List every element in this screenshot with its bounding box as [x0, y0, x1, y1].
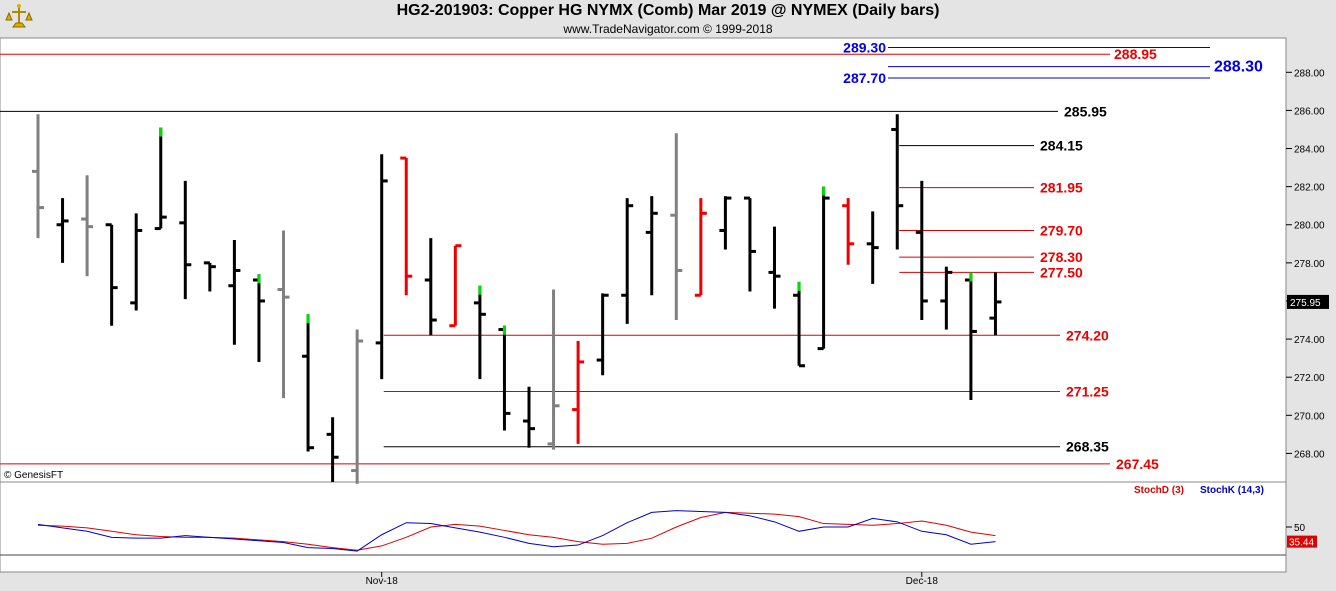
ohlc-bar	[56, 198, 69, 263]
ohlc-bar	[302, 314, 315, 452]
y-tick-label: 280.00	[1294, 221, 1325, 232]
y-tick-label: 272.00	[1294, 373, 1325, 384]
ohlc-bar	[81, 175, 94, 277]
ohlc-bar	[743, 196, 756, 292]
ohlc-bar	[842, 198, 855, 265]
chart-subtitle: www.TradeNavigator.com © 1999-2018	[563, 22, 773, 36]
price-axis: 268.00270.00272.00274.00276.00278.00280.…	[1286, 68, 1329, 460]
ohlc-bar	[866, 211, 879, 284]
level-label: 288.95	[1114, 46, 1157, 62]
ohlc-bar	[375, 154, 388, 380]
stoch-line	[37, 510, 996, 552]
stoch-d-legend: StochD (3)	[1134, 485, 1184, 496]
ohlc-bar	[719, 196, 732, 250]
ohlc-bar	[449, 244, 462, 328]
ohlc-bar	[694, 198, 707, 297]
ohlc-bar	[596, 293, 609, 376]
ohlc-bar	[400, 156, 413, 296]
ohlc-bar	[252, 274, 265, 362]
last-price-box	[1287, 294, 1329, 309]
watermark: © GenesisFT	[4, 470, 63, 481]
genesis-logo-icon	[4, 3, 34, 33]
ohlc-bar	[891, 114, 904, 250]
y-tick-label: 268.00	[1294, 449, 1325, 460]
x-tick-label: Nov-18	[366, 576, 399, 587]
ohlc-bar	[645, 196, 658, 296]
ohlc-bar	[989, 272, 1002, 336]
ohlc-bar	[154, 127, 167, 231]
y-tick-label: 286.00	[1294, 106, 1325, 117]
stochastic-lines: 50 35.44	[37, 510, 1317, 552]
y-tick-label: 284.00	[1294, 145, 1325, 156]
level-label: 267.45	[1116, 456, 1159, 472]
level-label: 289.30	[843, 40, 886, 56]
ohlc-bar	[424, 238, 437, 336]
ohlc-bar	[179, 180, 192, 300]
level-label: 279.70	[1040, 222, 1083, 238]
ohlc-bar	[523, 386, 535, 448]
level-label: 277.50	[1040, 264, 1083, 280]
level-label: 271.25	[1066, 383, 1109, 399]
y-tick-label: 282.00	[1294, 183, 1325, 194]
chart-title: HG2-201903: Copper HG NYMX (Comb) Mar 20…	[396, 2, 940, 19]
last-price-label: 275.95	[1290, 298, 1321, 309]
ohlc-bar	[915, 180, 928, 321]
level-label: 274.20	[1066, 327, 1109, 343]
ohlc-bar	[130, 213, 143, 311]
ohlc-bar	[32, 114, 44, 239]
ohlc-bar	[817, 186, 830, 351]
ohlc-bar	[473, 285, 486, 380]
stoch-panel	[0, 481, 1287, 573]
ohlc-bar	[498, 325, 511, 431]
level-lines: 289.30 288.95 288.30 287.70 285.95 284.15 281.…	[0, 40, 1263, 472]
ohlc-bar	[547, 289, 560, 450]
level-label: 287.70	[843, 70, 886, 86]
ohlc-bar	[670, 133, 683, 321]
ohlc-bar	[351, 329, 364, 484]
ohlc-bar	[793, 281, 806, 368]
ohlc-bar	[203, 261, 216, 292]
stoch-tick-label: 50	[1294, 523, 1306, 534]
ohlc-bars	[32, 114, 1002, 484]
y-tick-label: 270.00	[1294, 411, 1325, 422]
level-label: 268.35	[1066, 439, 1109, 455]
ohlc-bar	[277, 230, 290, 399]
y-tick-label: 274.00	[1294, 335, 1325, 346]
ohlc-bar	[940, 266, 953, 330]
y-tick-label: 278.00	[1294, 259, 1325, 270]
level-label: 284.15	[1040, 138, 1083, 154]
level-label: 285.95	[1064, 103, 1107, 119]
level-label: 278.30	[1040, 249, 1083, 265]
stoch-last-label: 35.44	[1289, 538, 1314, 549]
ohlc-bar	[572, 340, 585, 444]
price-panel	[0, 37, 1287, 483]
time-axis: Nov-18 Dec-18	[366, 572, 939, 587]
x-tick-label: Dec-18	[906, 576, 939, 587]
stoch-line	[37, 511, 996, 551]
ohlc-bar	[768, 226, 781, 309]
level-label: 288.30	[1214, 59, 1263, 76]
ohlc-bar	[326, 417, 339, 482]
stoch-k-legend: StochK (14,3)	[1200, 485, 1264, 496]
y-tick-label: 288.00	[1294, 68, 1325, 79]
level-label: 281.95	[1040, 180, 1083, 196]
ohlc-bar	[105, 223, 118, 326]
stoch-last-box	[1287, 535, 1317, 548]
ohlc-bar	[621, 198, 634, 324]
ohlc-bar	[228, 239, 241, 345]
ohlc-bar	[964, 272, 977, 401]
